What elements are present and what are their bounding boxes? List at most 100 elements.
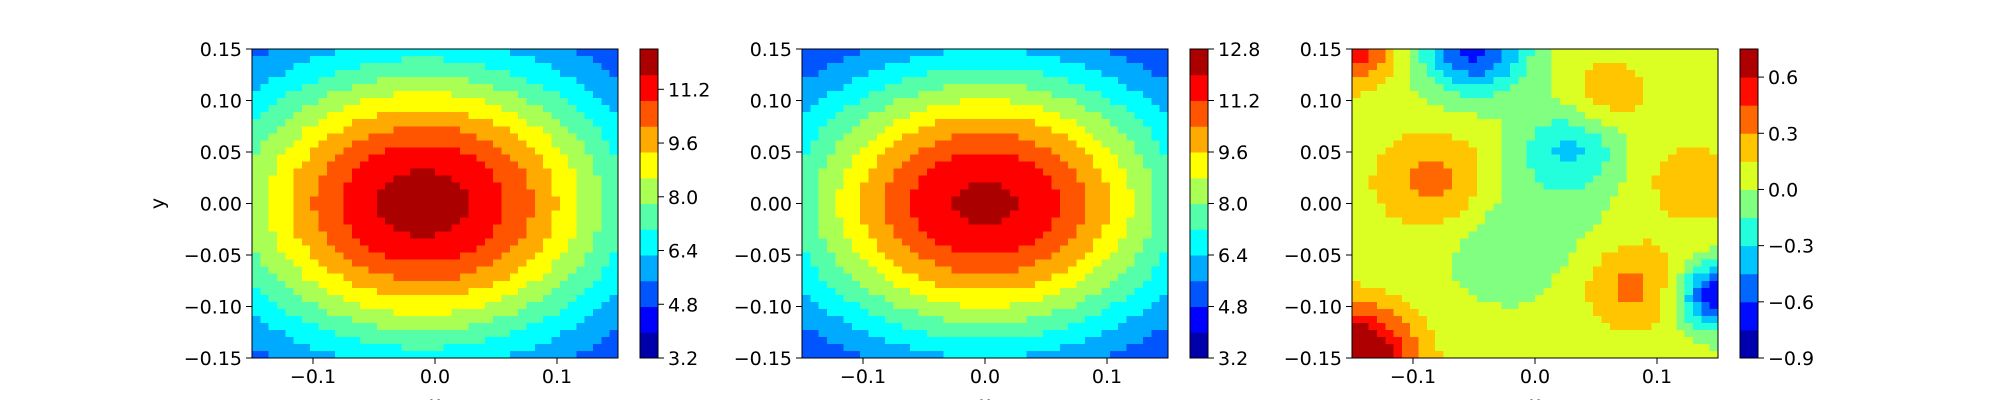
contour-cell <box>1093 91 1103 99</box>
contour-cell <box>426 336 436 345</box>
contour-cell <box>868 210 878 219</box>
contour-cell <box>1476 70 1486 78</box>
contour-cell <box>534 343 544 352</box>
contour-cell <box>435 322 444 331</box>
contour-cell <box>576 336 586 345</box>
contour-cell <box>1068 252 1078 261</box>
contour-cell <box>1593 70 1603 78</box>
contour-cell <box>1543 203 1553 212</box>
contour-cell <box>601 182 611 191</box>
contour-cell <box>1651 70 1661 78</box>
contour-cell <box>918 210 928 219</box>
contour-cell <box>576 210 586 219</box>
contour-cell <box>401 126 411 134</box>
contour-cell <box>268 252 278 261</box>
contour-cell <box>1026 266 1036 275</box>
contour-cell <box>385 203 395 212</box>
contour-cell <box>393 133 403 141</box>
contour-cell <box>593 231 602 240</box>
contour-cell <box>1134 245 1144 254</box>
contour-cell <box>393 245 403 254</box>
contour-cell <box>1393 147 1403 155</box>
contour-cell <box>1043 168 1053 177</box>
contour-cell <box>385 161 395 169</box>
contour-cell <box>401 203 411 212</box>
contour-cell <box>318 273 328 282</box>
contour-cell <box>1426 98 1436 106</box>
contour-cell <box>885 329 895 338</box>
contour-cell <box>918 329 928 338</box>
contour-cell <box>393 77 403 85</box>
contour-cell <box>559 210 569 219</box>
contour-cell <box>818 224 828 233</box>
contour-cell <box>293 210 303 219</box>
contour-cell <box>1093 133 1103 141</box>
contour-cell <box>1535 126 1544 134</box>
contour-cell <box>968 98 978 106</box>
contour-cell <box>393 259 403 268</box>
contour-cell <box>1034 140 1044 148</box>
contour-cell <box>435 203 444 212</box>
contour-cell <box>935 231 945 240</box>
contour-cell <box>1535 91 1544 99</box>
contour-cell <box>1118 308 1128 317</box>
contour-cell <box>985 105 994 113</box>
contour-cell <box>576 308 586 317</box>
contour-cell <box>993 308 1003 317</box>
contour-cell <box>860 329 870 338</box>
contour-cell <box>1134 70 1144 78</box>
contour-cell <box>1126 189 1136 198</box>
contour-cell <box>826 315 836 324</box>
contour-cell <box>943 84 953 92</box>
contour-cell <box>593 280 602 289</box>
contour-cell <box>1418 154 1428 162</box>
contour-cell <box>576 189 586 198</box>
contour-cell <box>568 287 578 296</box>
contour-cell <box>368 287 378 296</box>
contour-cell <box>910 70 920 78</box>
contour-cell <box>326 189 336 198</box>
contour-cell <box>1443 189 1453 198</box>
contour-cell <box>418 182 428 191</box>
contour-cell <box>1093 77 1103 85</box>
contour-cell <box>476 266 486 275</box>
contour-cell <box>293 217 303 226</box>
contour-cell <box>885 343 895 352</box>
colorbar-band <box>1190 152 1208 179</box>
contour-cell <box>418 315 428 324</box>
contour-cell <box>985 308 994 317</box>
contour-cell <box>1109 105 1119 113</box>
contour-cell <box>351 175 361 184</box>
contour-cell <box>410 280 419 289</box>
contour-cell <box>826 238 836 247</box>
contour-cell <box>260 91 270 99</box>
contour-cell <box>818 182 828 191</box>
contour-cell <box>318 140 328 148</box>
contour-cell <box>1460 49 1470 57</box>
contour-cell <box>368 189 378 198</box>
contour-cell <box>1501 77 1511 85</box>
contour-cell <box>276 224 286 233</box>
contour-cell <box>910 77 920 85</box>
contour-cell <box>1084 224 1094 233</box>
contour-cell <box>1393 112 1403 120</box>
contour-cell <box>268 84 278 92</box>
contour-cell <box>1701 63 1711 71</box>
contour-cell <box>918 84 928 92</box>
contour-cell <box>526 273 536 282</box>
contour-cell <box>401 63 411 71</box>
contour-cell <box>1568 161 1578 169</box>
contour-cell <box>1518 70 1528 78</box>
contour-cell <box>252 154 261 162</box>
contour-cell <box>393 98 403 106</box>
contour-cell <box>1352 182 1361 191</box>
contour-cell <box>951 56 961 64</box>
contour-cell <box>885 182 895 191</box>
contour-cell <box>1134 273 1144 282</box>
contour-cell <box>534 119 544 127</box>
contour-cell <box>810 259 820 268</box>
contour-cell <box>609 252 619 261</box>
contour-cell <box>1101 91 1111 99</box>
contour-cell <box>1001 182 1011 191</box>
contour-cell <box>1109 343 1119 352</box>
